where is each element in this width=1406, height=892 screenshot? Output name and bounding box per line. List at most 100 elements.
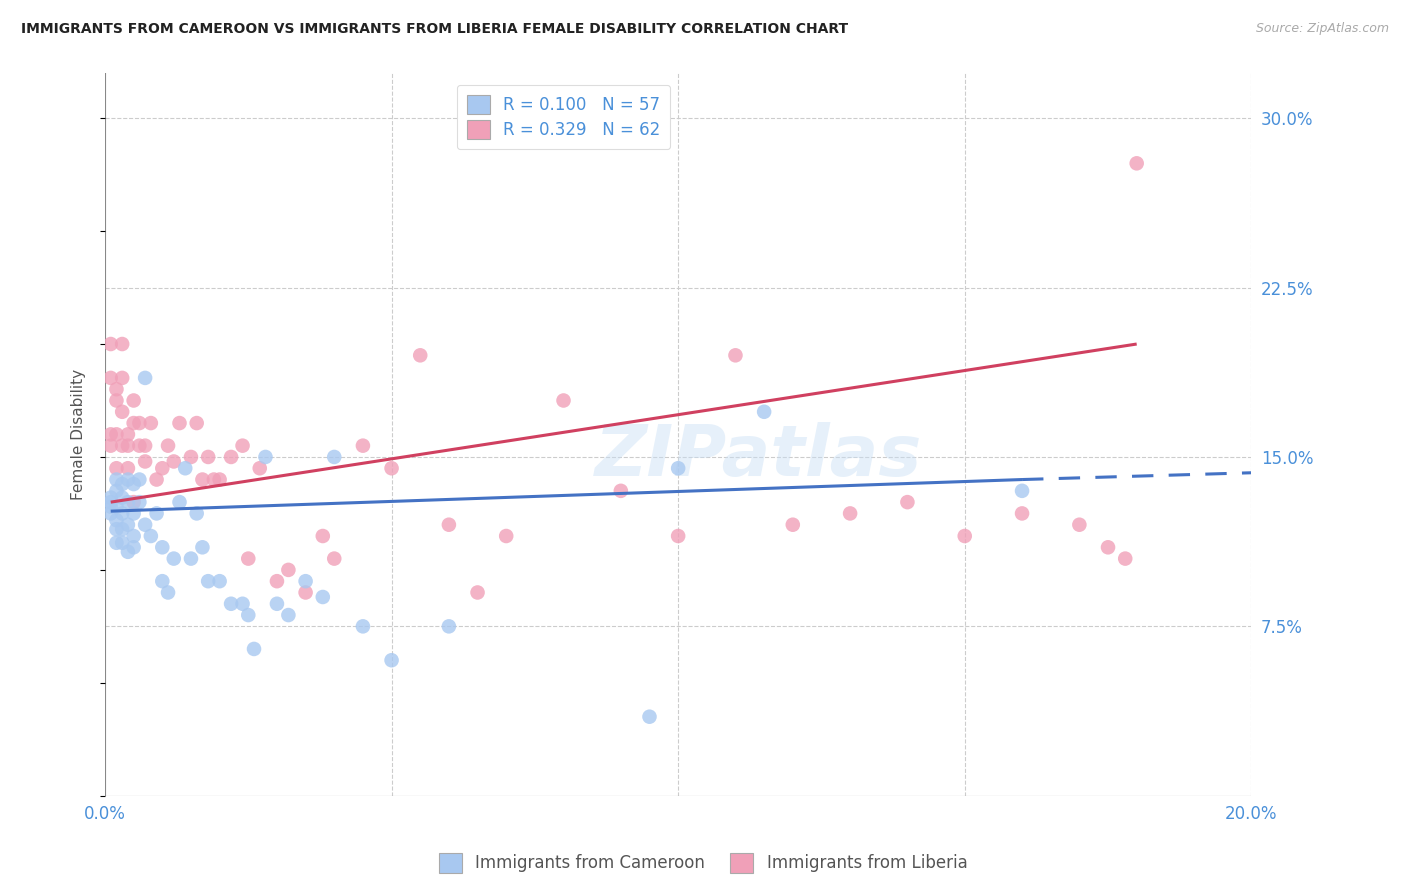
Text: IMMIGRANTS FROM CAMEROON VS IMMIGRANTS FROM LIBERIA FEMALE DISABILITY CORRELATIO: IMMIGRANTS FROM CAMEROON VS IMMIGRANTS F… (21, 22, 848, 37)
Point (1114, 551, 1136, 566)
Point (266, 574, 288, 589)
Point (105, 522, 128, 536)
Point (208, 473, 231, 487)
Point (782, 517, 804, 532)
Point (111, 439, 134, 453)
Point (191, 473, 214, 487)
Point (105, 382, 128, 396)
Point (409, 348, 432, 362)
Point (381, 461, 404, 475)
Point (111, 491, 134, 505)
Point (111, 371, 134, 385)
Point (117, 473, 139, 487)
Point (150, 461, 173, 475)
Point (111, 405, 134, 419)
Point (134, 517, 156, 532)
Point (122, 477, 145, 491)
Point (352, 619, 374, 633)
Point (1097, 541, 1119, 555)
Point (117, 517, 139, 532)
Point (1011, 483, 1033, 498)
Point (553, 393, 575, 408)
Point (122, 393, 145, 408)
Point (163, 454, 186, 468)
Text: Source: ZipAtlas.com: Source: ZipAtlas.com (1256, 22, 1389, 36)
Point (105, 393, 128, 408)
Point (111, 507, 134, 521)
Point (122, 507, 145, 521)
Point (117, 495, 139, 509)
Point (117, 545, 139, 559)
Point (666, 461, 689, 475)
Point (294, 574, 316, 589)
Point (105, 513, 128, 527)
Point (724, 348, 747, 362)
Point (100, 439, 122, 453)
Point (134, 439, 156, 453)
Point (277, 563, 299, 577)
Point (122, 495, 145, 509)
Point (180, 450, 202, 464)
Point (638, 709, 661, 723)
Point (169, 416, 191, 430)
Point (100, 371, 122, 385)
Point (186, 507, 208, 521)
Point (105, 461, 128, 475)
Point (312, 529, 335, 543)
Point (610, 483, 633, 498)
Point (266, 597, 288, 611)
Point (277, 608, 299, 623)
Point (238, 608, 260, 623)
Point (352, 439, 374, 453)
Point (180, 551, 202, 566)
Point (105, 500, 128, 514)
Point (128, 473, 150, 487)
Point (111, 536, 134, 550)
Point (323, 450, 346, 464)
Point (495, 529, 517, 543)
Point (294, 585, 316, 599)
Text: ZIPatlas: ZIPatlas (595, 422, 922, 491)
Point (243, 642, 266, 657)
Point (186, 416, 208, 430)
Point (174, 461, 197, 475)
Point (122, 541, 145, 555)
Point (208, 574, 231, 589)
Point (150, 574, 173, 589)
Point (437, 619, 460, 633)
Point (100, 337, 122, 351)
Point (467, 585, 489, 599)
Point (128, 495, 150, 509)
Point (953, 529, 976, 543)
Point (100, 507, 122, 521)
Point (134, 454, 156, 468)
Point (105, 536, 128, 550)
Point (219, 450, 242, 464)
Point (1069, 517, 1091, 532)
Point (896, 495, 918, 509)
Point (666, 529, 689, 543)
Point (128, 416, 150, 430)
Point (202, 473, 225, 487)
Point (232, 439, 254, 453)
Point (117, 427, 139, 442)
Point (145, 473, 167, 487)
Point (157, 585, 180, 599)
Point (1011, 507, 1033, 521)
Point (111, 477, 134, 491)
Point (139, 416, 162, 430)
Point (312, 590, 335, 604)
Point (169, 495, 191, 509)
Point (105, 427, 128, 442)
Point (219, 597, 242, 611)
Point (128, 439, 150, 453)
Point (163, 551, 186, 566)
Point (134, 371, 156, 385)
Point (232, 597, 254, 611)
Point (381, 653, 404, 667)
Point (122, 416, 145, 430)
Point (238, 551, 260, 566)
Point (100, 491, 122, 505)
Point (249, 461, 271, 475)
Point (150, 541, 173, 555)
